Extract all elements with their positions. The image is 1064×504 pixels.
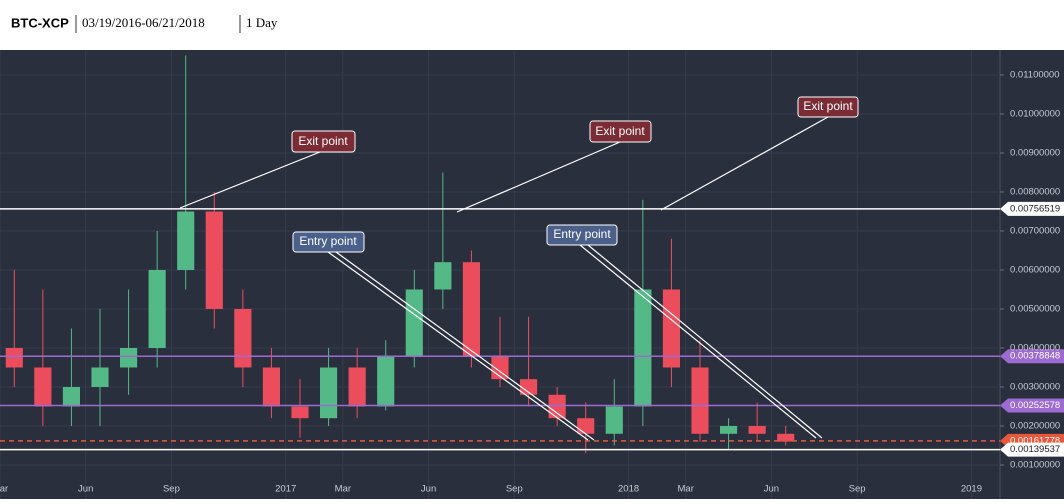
candle-body: [120, 347, 138, 368]
x-tick-label: 2019: [961, 484, 982, 495]
y-tick-label: 0.00100000: [1010, 460, 1060, 471]
y-tick-label: 0.01000000: [1010, 108, 1060, 119]
annotation: Entry point: [299, 234, 357, 248]
candle-body: [177, 211, 195, 270]
y-tick-label: 0.00600000: [1010, 264, 1060, 275]
level-badge: [1000, 442, 1064, 457]
annotation: Exit point: [298, 134, 348, 148]
candle-body: [405, 289, 423, 356]
annotation: Exit point: [595, 124, 645, 138]
y-tick-label: 0.00700000: [1010, 225, 1060, 236]
candle-body: [520, 379, 538, 395]
level-badge: [1000, 201, 1064, 216]
x-tick-label: 2017: [275, 484, 296, 495]
candle-body: [720, 425, 738, 434]
candle-body: [62, 386, 80, 407]
annotation: Exit point: [803, 99, 853, 113]
y-tick-label: 0.00500000: [1010, 303, 1060, 314]
symbol: BTC-XCP: [11, 15, 69, 30]
x-tick-label: Mar: [0, 484, 8, 495]
candle-body: [148, 269, 166, 348]
candle-body: [348, 367, 366, 407]
candle-body: [748, 425, 766, 434]
y-tick-label: 0.00300000: [1010, 381, 1060, 392]
x-tick-label: Jun: [78, 484, 93, 495]
level-label: 0.00139537: [1010, 444, 1060, 455]
candle-body: [234, 308, 252, 368]
candle-body: [91, 367, 109, 387]
candle-body: [691, 367, 709, 434]
interval: 1 Day: [246, 15, 278, 30]
plot-bg: [0, 50, 1064, 499]
x-tick-label: Sep: [506, 484, 523, 495]
x-tick-label: Jun: [421, 484, 436, 495]
candle-body: [548, 394, 566, 419]
candle-body: [577, 418, 595, 434]
candle-body: [462, 262, 480, 356]
x-tick-label: 2018: [618, 484, 639, 495]
candle-body: [662, 289, 680, 368]
x-tick-label: Mar: [335, 484, 351, 495]
y-tick-label: 0.00400000: [1010, 342, 1060, 353]
level-label: 0.00378848: [1010, 351, 1060, 362]
candle-body: [634, 289, 652, 407]
date-range: 03/19/2016-06/21/2018: [82, 15, 205, 30]
candle-body: [5, 347, 23, 368]
y-tick-label: 0.00200000: [1010, 421, 1060, 432]
candle-body: [291, 406, 309, 419]
candle-body: [205, 211, 223, 309]
candle-body: [605, 406, 623, 434]
x-tick-label: Jun: [764, 484, 779, 495]
x-tick-label: Sep: [163, 484, 180, 495]
y-tick-label: 0.01100000: [1010, 69, 1060, 80]
level-label: 0.00756519: [1010, 203, 1060, 214]
y-tick-label: 0.00800000: [1010, 186, 1060, 197]
level-label: 0.00252578: [1010, 400, 1060, 411]
level-badge: [1000, 349, 1064, 364]
annotations: Exit point Exit point Exit point Entry p…: [179, 96, 859, 441]
candle-body: [434, 262, 452, 290]
level-label: 0.00161778: [1010, 435, 1060, 446]
y-tick-label: 0.00900000: [1010, 147, 1060, 158]
annotation: Entry point: [553, 227, 611, 241]
candle-body: [262, 367, 280, 407]
x-tick-label: Mar: [678, 484, 694, 495]
header-bg: [0, 0, 1064, 50]
candle-body: [777, 433, 795, 442]
candle-body: [34, 367, 52, 407]
candle-body: [320, 367, 338, 419]
level-badge: [1000, 398, 1064, 413]
candle-body: [377, 355, 395, 407]
x-tick-label: Sep: [849, 484, 866, 495]
